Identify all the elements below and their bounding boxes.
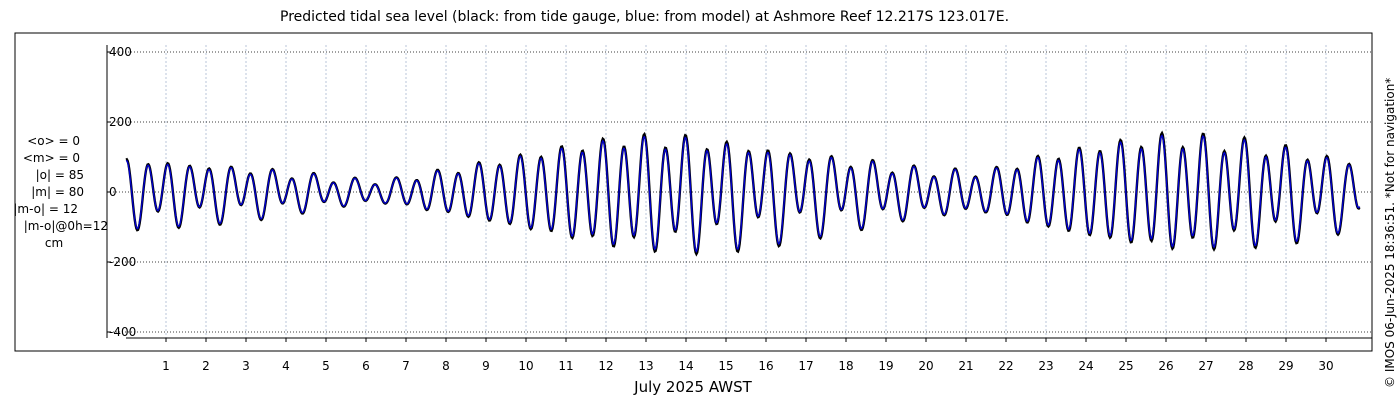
stat-abs-obs: |o| = 85: [35, 168, 84, 182]
x-tick-label: 13: [638, 359, 653, 373]
x-tick-label: 12: [598, 359, 613, 373]
y-tick-label: 200: [109, 115, 132, 129]
x-tick-label: 22: [998, 359, 1013, 373]
x-tick-label: 15: [718, 359, 733, 373]
y-tick-label: -400: [109, 325, 136, 339]
series-model-line: [125, 134, 1361, 253]
x-tick-label: 11: [558, 359, 573, 373]
x-tick-label: 8: [442, 359, 450, 373]
stat-unit: cm: [44, 236, 64, 250]
stat-abs-diff-0h: |m-o|@0h=12: [23, 219, 108, 233]
stat-mean-obs: <o> = 0: [27, 134, 80, 148]
x-tick-label: 1: [162, 359, 170, 373]
x-tick-label: 3: [242, 359, 250, 373]
x-tick-label: 14: [678, 359, 693, 373]
series-group: [125, 130, 1361, 257]
x-tick-label: 18: [838, 359, 853, 373]
stat-abs-model: |m| = 80: [31, 185, 84, 199]
x-tick-label: 7: [402, 359, 410, 373]
x-tick-label: 26: [1158, 359, 1173, 373]
y-tick-label: -200: [109, 255, 136, 269]
x-tick-label: 17: [798, 359, 813, 373]
x-tick-label: 25: [1118, 359, 1133, 373]
x-tick-label: 5: [322, 359, 330, 373]
x-tick-label: 30: [1318, 359, 1333, 373]
x-tick-label: 24: [1078, 359, 1093, 373]
x-tick-label: 2: [202, 359, 210, 373]
grid: [107, 45, 1372, 338]
plot-frame: [14, 32, 1373, 352]
x-tick-label: 23: [1038, 359, 1053, 373]
x-axis-label: July 2025 AWST: [633, 378, 752, 396]
x-tick-label: 10: [518, 359, 533, 373]
credit-text: © IMOS 06-Jun-2025 18:36:51. *Not for na…: [1383, 77, 1397, 388]
x-tick-label: 4: [282, 359, 290, 373]
x-tick-label: 19: [878, 359, 893, 373]
stat-abs-diff: |m-o| = 12: [13, 202, 78, 216]
x-tick-label: 16: [758, 359, 773, 373]
x-tick-label: 6: [362, 359, 370, 373]
x-tick-label: 27: [1198, 359, 1213, 373]
axes: 1 2 3 4 5 6 7 8 9 10 11 12 13 14 15 16 17 18 19 20 21 22 23 24 2…: [106, 45, 1372, 373]
statistics-panel: <o> = 0 <m> = 0 |o| = 85 |m| = 80 |m-o| …: [0, 133, 108, 252]
y-tick-label: 0: [109, 185, 117, 199]
y-tick-label: 400: [109, 45, 132, 59]
x-tick-label: 9: [482, 359, 490, 373]
x-tick-label: 28: [1238, 359, 1253, 373]
x-tick-label: 29: [1278, 359, 1293, 373]
stat-mean-model: <m> = 0: [22, 151, 80, 165]
x-tick-label: 21: [958, 359, 973, 373]
x-tick-label: 20: [918, 359, 933, 373]
